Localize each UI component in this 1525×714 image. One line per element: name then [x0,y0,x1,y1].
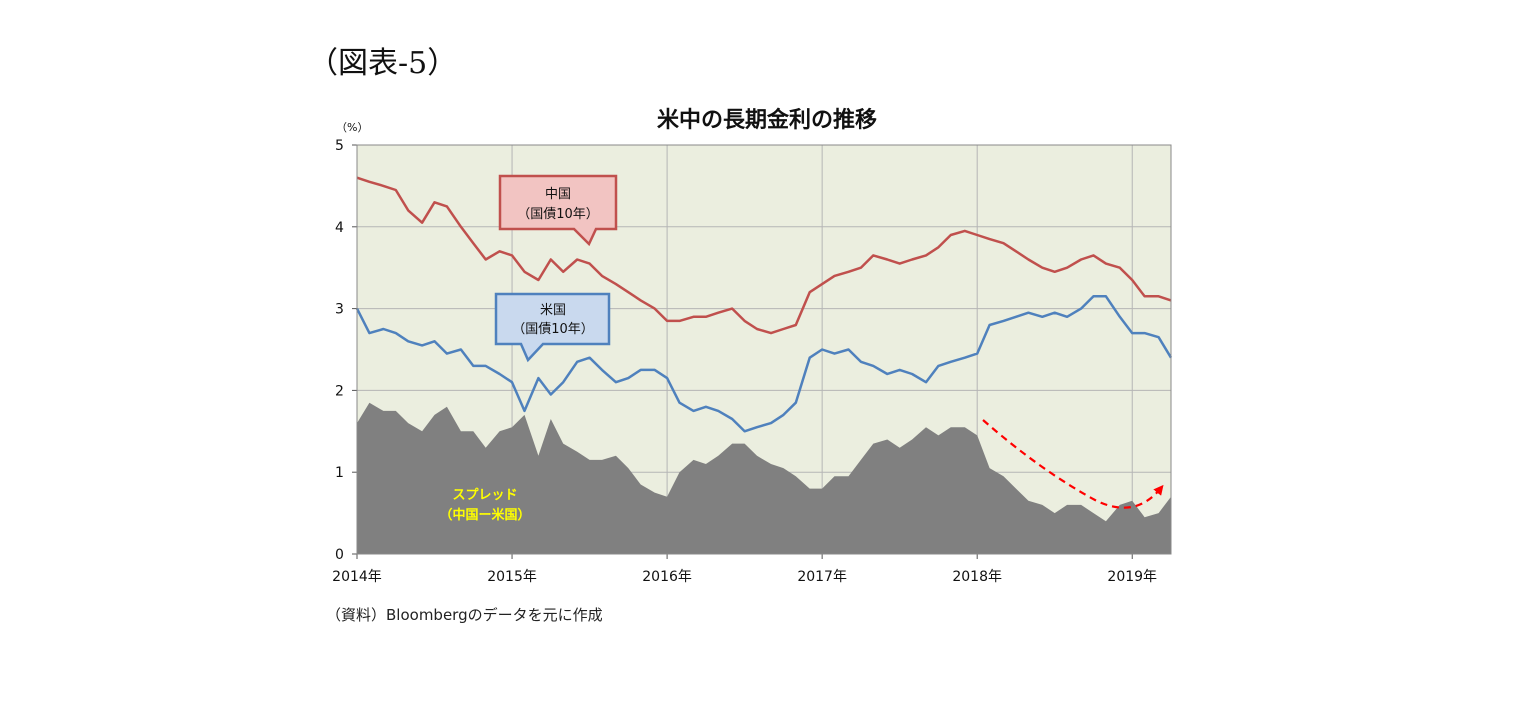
y-tick-label: 5 [335,138,344,154]
y-tick-label: 3 [335,302,344,318]
series-spread-area [357,402,1171,554]
x-tick-label: 2015年 [487,569,537,585]
x-tick-label: 2014年 [332,569,382,585]
y-tick-label: 1 [335,465,344,481]
series-china-line [356,176,1172,335]
x-tick-label: 2018年 [952,569,1002,585]
x-tick-label: 2016年 [642,569,692,585]
x-tick-label: 2019年 [1107,569,1157,585]
chart-title: 米中の長期金利の推移 [657,107,877,133]
china-callout-title: 中国 [545,187,571,202]
us-callout-subtitle: （国債10年） [512,322,594,337]
spread-label-subtitle: （中国ー米国） [439,507,530,523]
x-tick-label: 2017年 [797,569,847,585]
china-callout-box [498,174,618,247]
figure-label: （図表-5） [308,46,458,81]
spread-trend-arrow [982,419,1164,509]
us-callout-box [494,292,611,363]
y-unit-label: （%） [336,121,368,134]
us-callout-title: 米国 [540,303,566,318]
series-us-line [355,295,1173,433]
source-note: （資料）Bloombergのデータを元に作成 [326,606,603,624]
china-callout-subtitle: （国債10年） [517,207,599,222]
spread-label-title: スプレッド [452,488,517,503]
y-tick-label: 2 [335,383,344,399]
y-tick-label: 0 [335,547,344,563]
y-tick-label: 4 [335,220,344,236]
plot-border [356,144,1172,555]
